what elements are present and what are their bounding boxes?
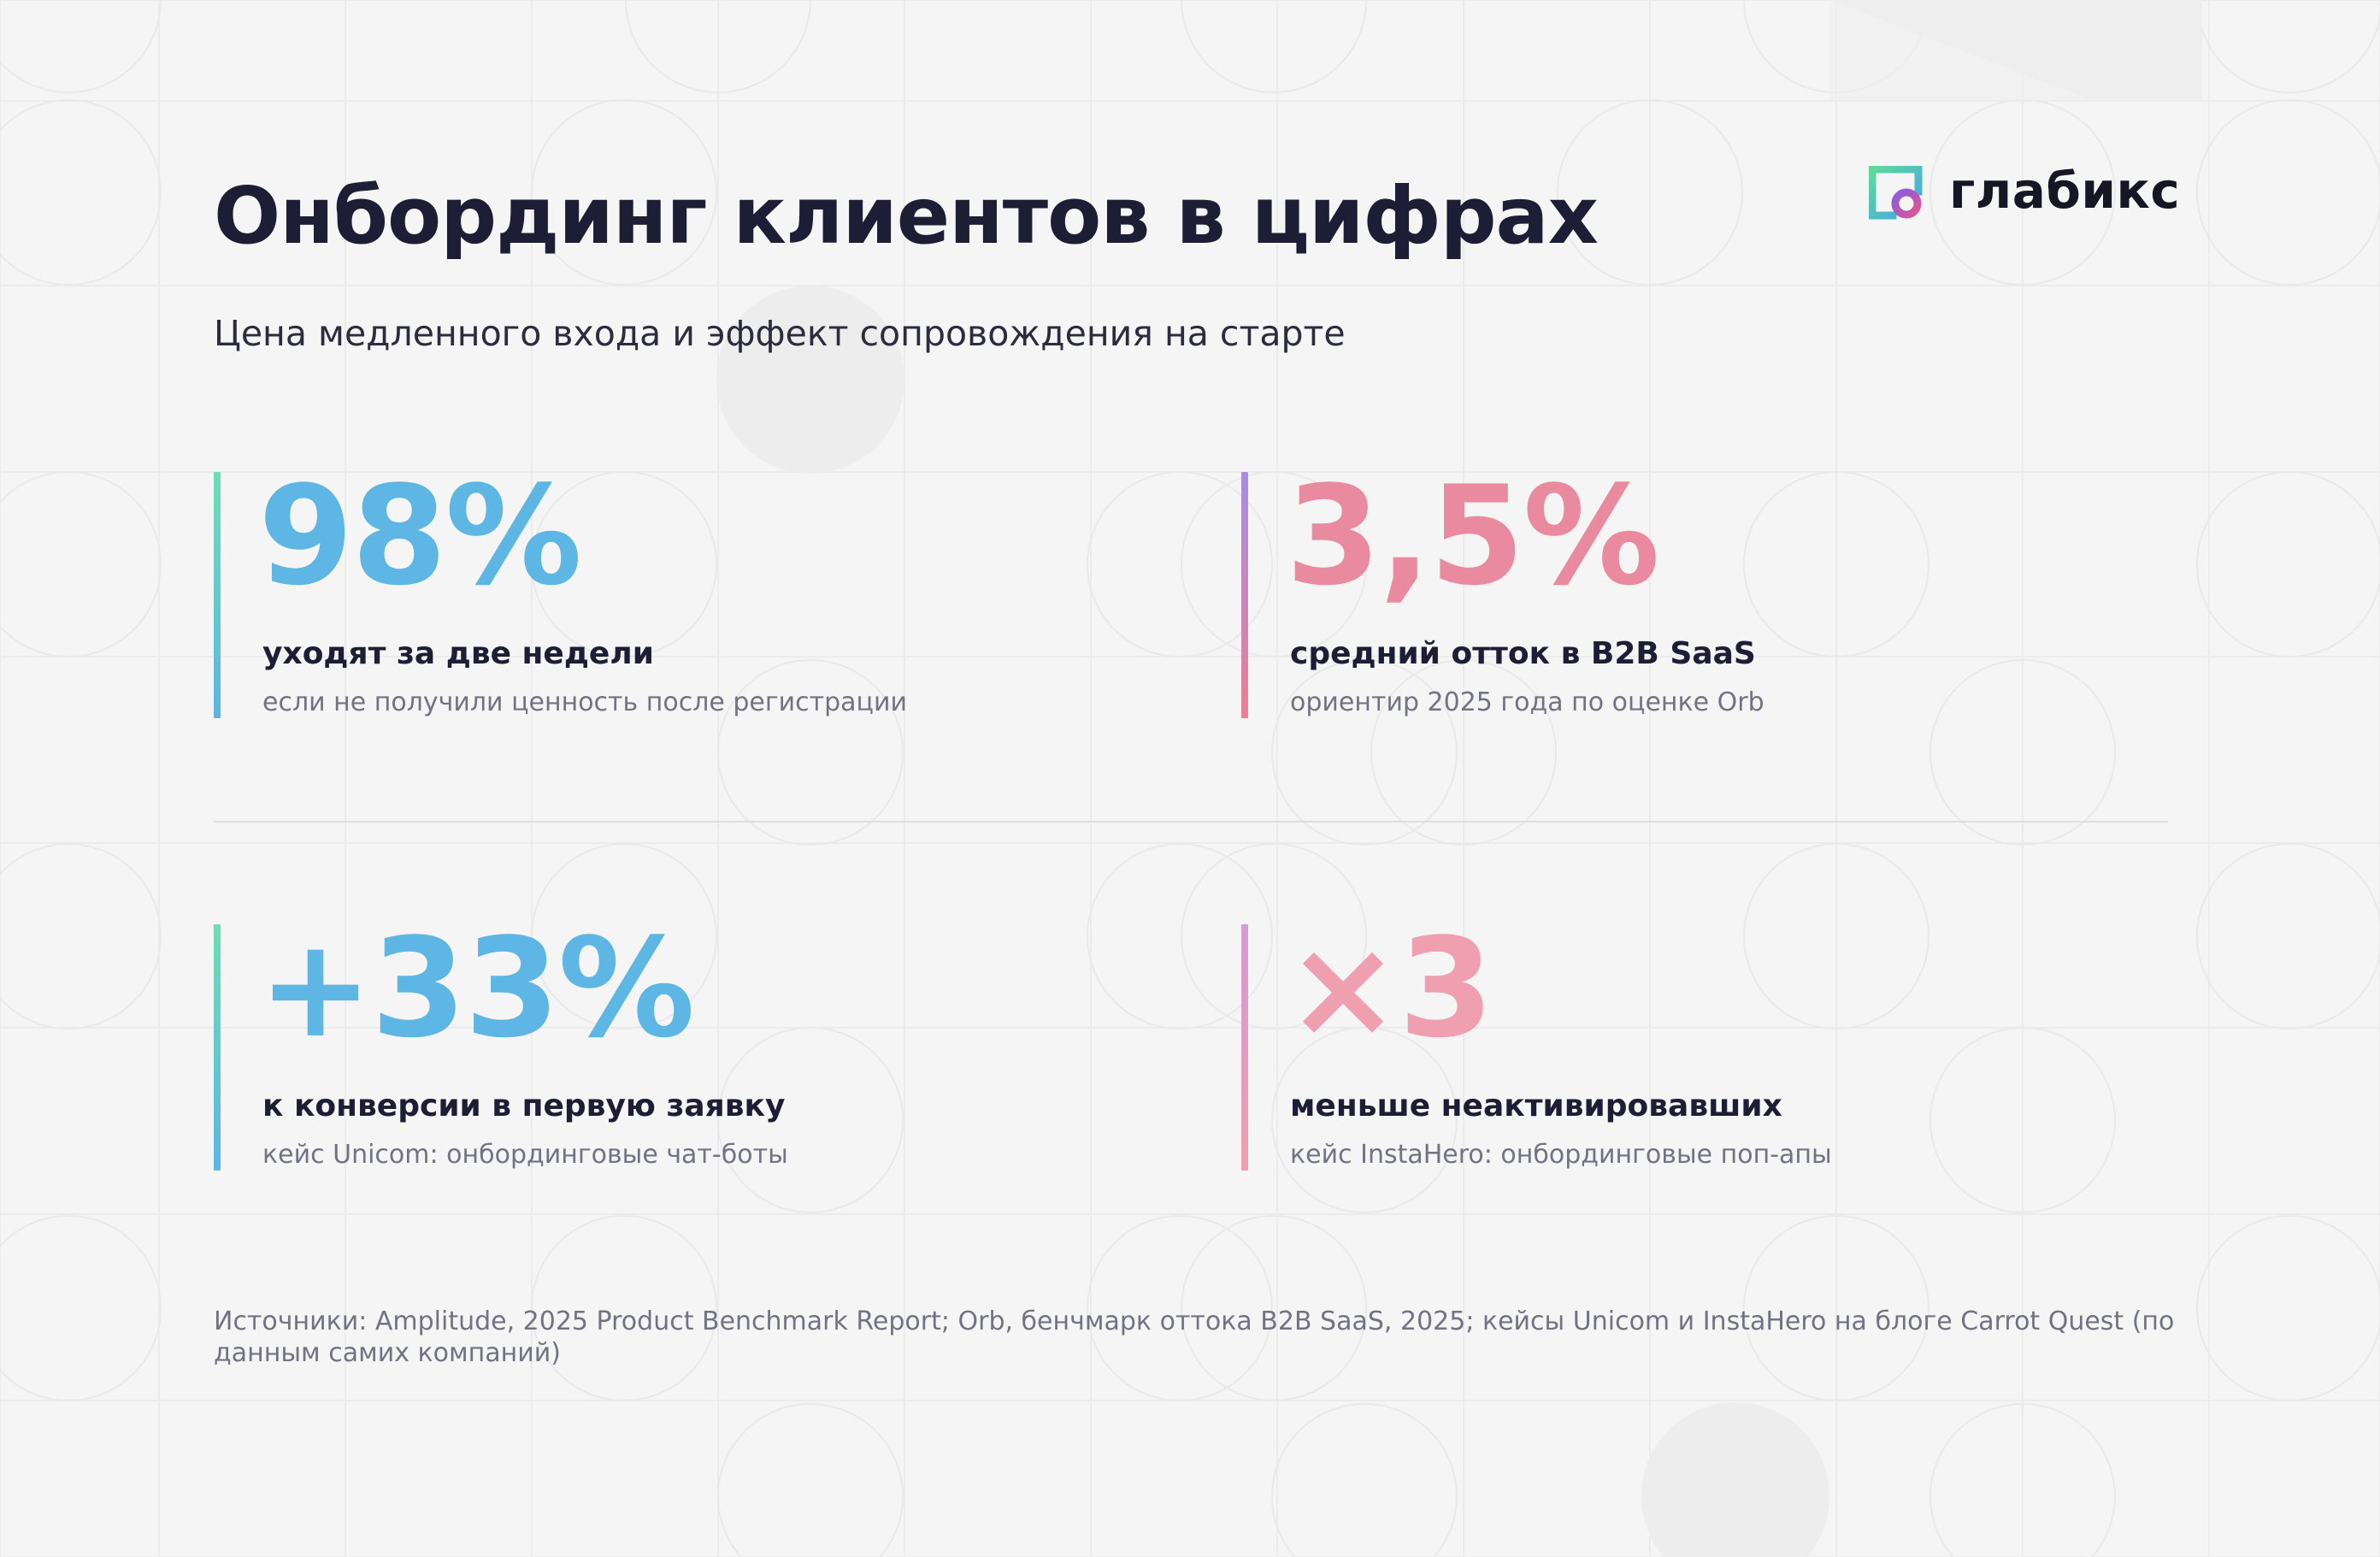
stat-note: кейс Unicom: онбординговые чат-боты: [262, 1140, 788, 1170]
stat-accent-bar: [1241, 924, 1248, 1171]
page-subtitle: Цена медленного входа и эффект сопровожд…: [214, 313, 1346, 354]
brand-logo: глабикс: [1869, 166, 2180, 221]
stat-value: 98%: [258, 456, 582, 616]
stat-card-1: 98% уходят за две недели если не получил…: [214, 468, 1197, 718]
stat-value: 3,5%: [1286, 456, 1660, 616]
stat-card-3: +33% к конверсии в первую заявку кейс Un…: [214, 920, 1197, 1171]
stat-note: ориентир 2025 года по оценке Orb: [1290, 687, 1764, 717]
glabix-logo-icon: [1869, 166, 1923, 220]
stat-accent-bar: [214, 472, 221, 718]
stat-label: меньше неактивировавших: [1290, 1088, 1782, 1124]
stat-card-2: 3,5% средний отток в B2B SaaS ориентир 2…: [1241, 468, 2182, 718]
page-title: Онбординг клиентов в цифрах: [214, 170, 1599, 262]
stat-note: если не получили ценность после регистра…: [262, 687, 907, 717]
stat-accent-bar: [1241, 472, 1248, 718]
stat-note: кейс InstaHero: онбординговые поп-апы: [1290, 1140, 1832, 1170]
sources-footnote: Источники: Amplitude, 2025 Product Bench…: [214, 1306, 2175, 1368]
brand-name: глабикс: [1949, 162, 2181, 220]
section-divider: [214, 821, 2168, 823]
stat-value: ×3: [1286, 908, 1493, 1068]
stat-label: уходят за две недели: [262, 636, 654, 671]
stat-label: к конверсии в первую заявку: [262, 1088, 786, 1124]
stat-accent-bar: [214, 924, 221, 1171]
stat-card-4: ×3 меньше неактивировавших кейс InstaHer…: [1241, 920, 2182, 1171]
stat-label: средний отток в B2B SaaS: [1290, 636, 1756, 671]
stat-value: +33%: [258, 908, 695, 1068]
